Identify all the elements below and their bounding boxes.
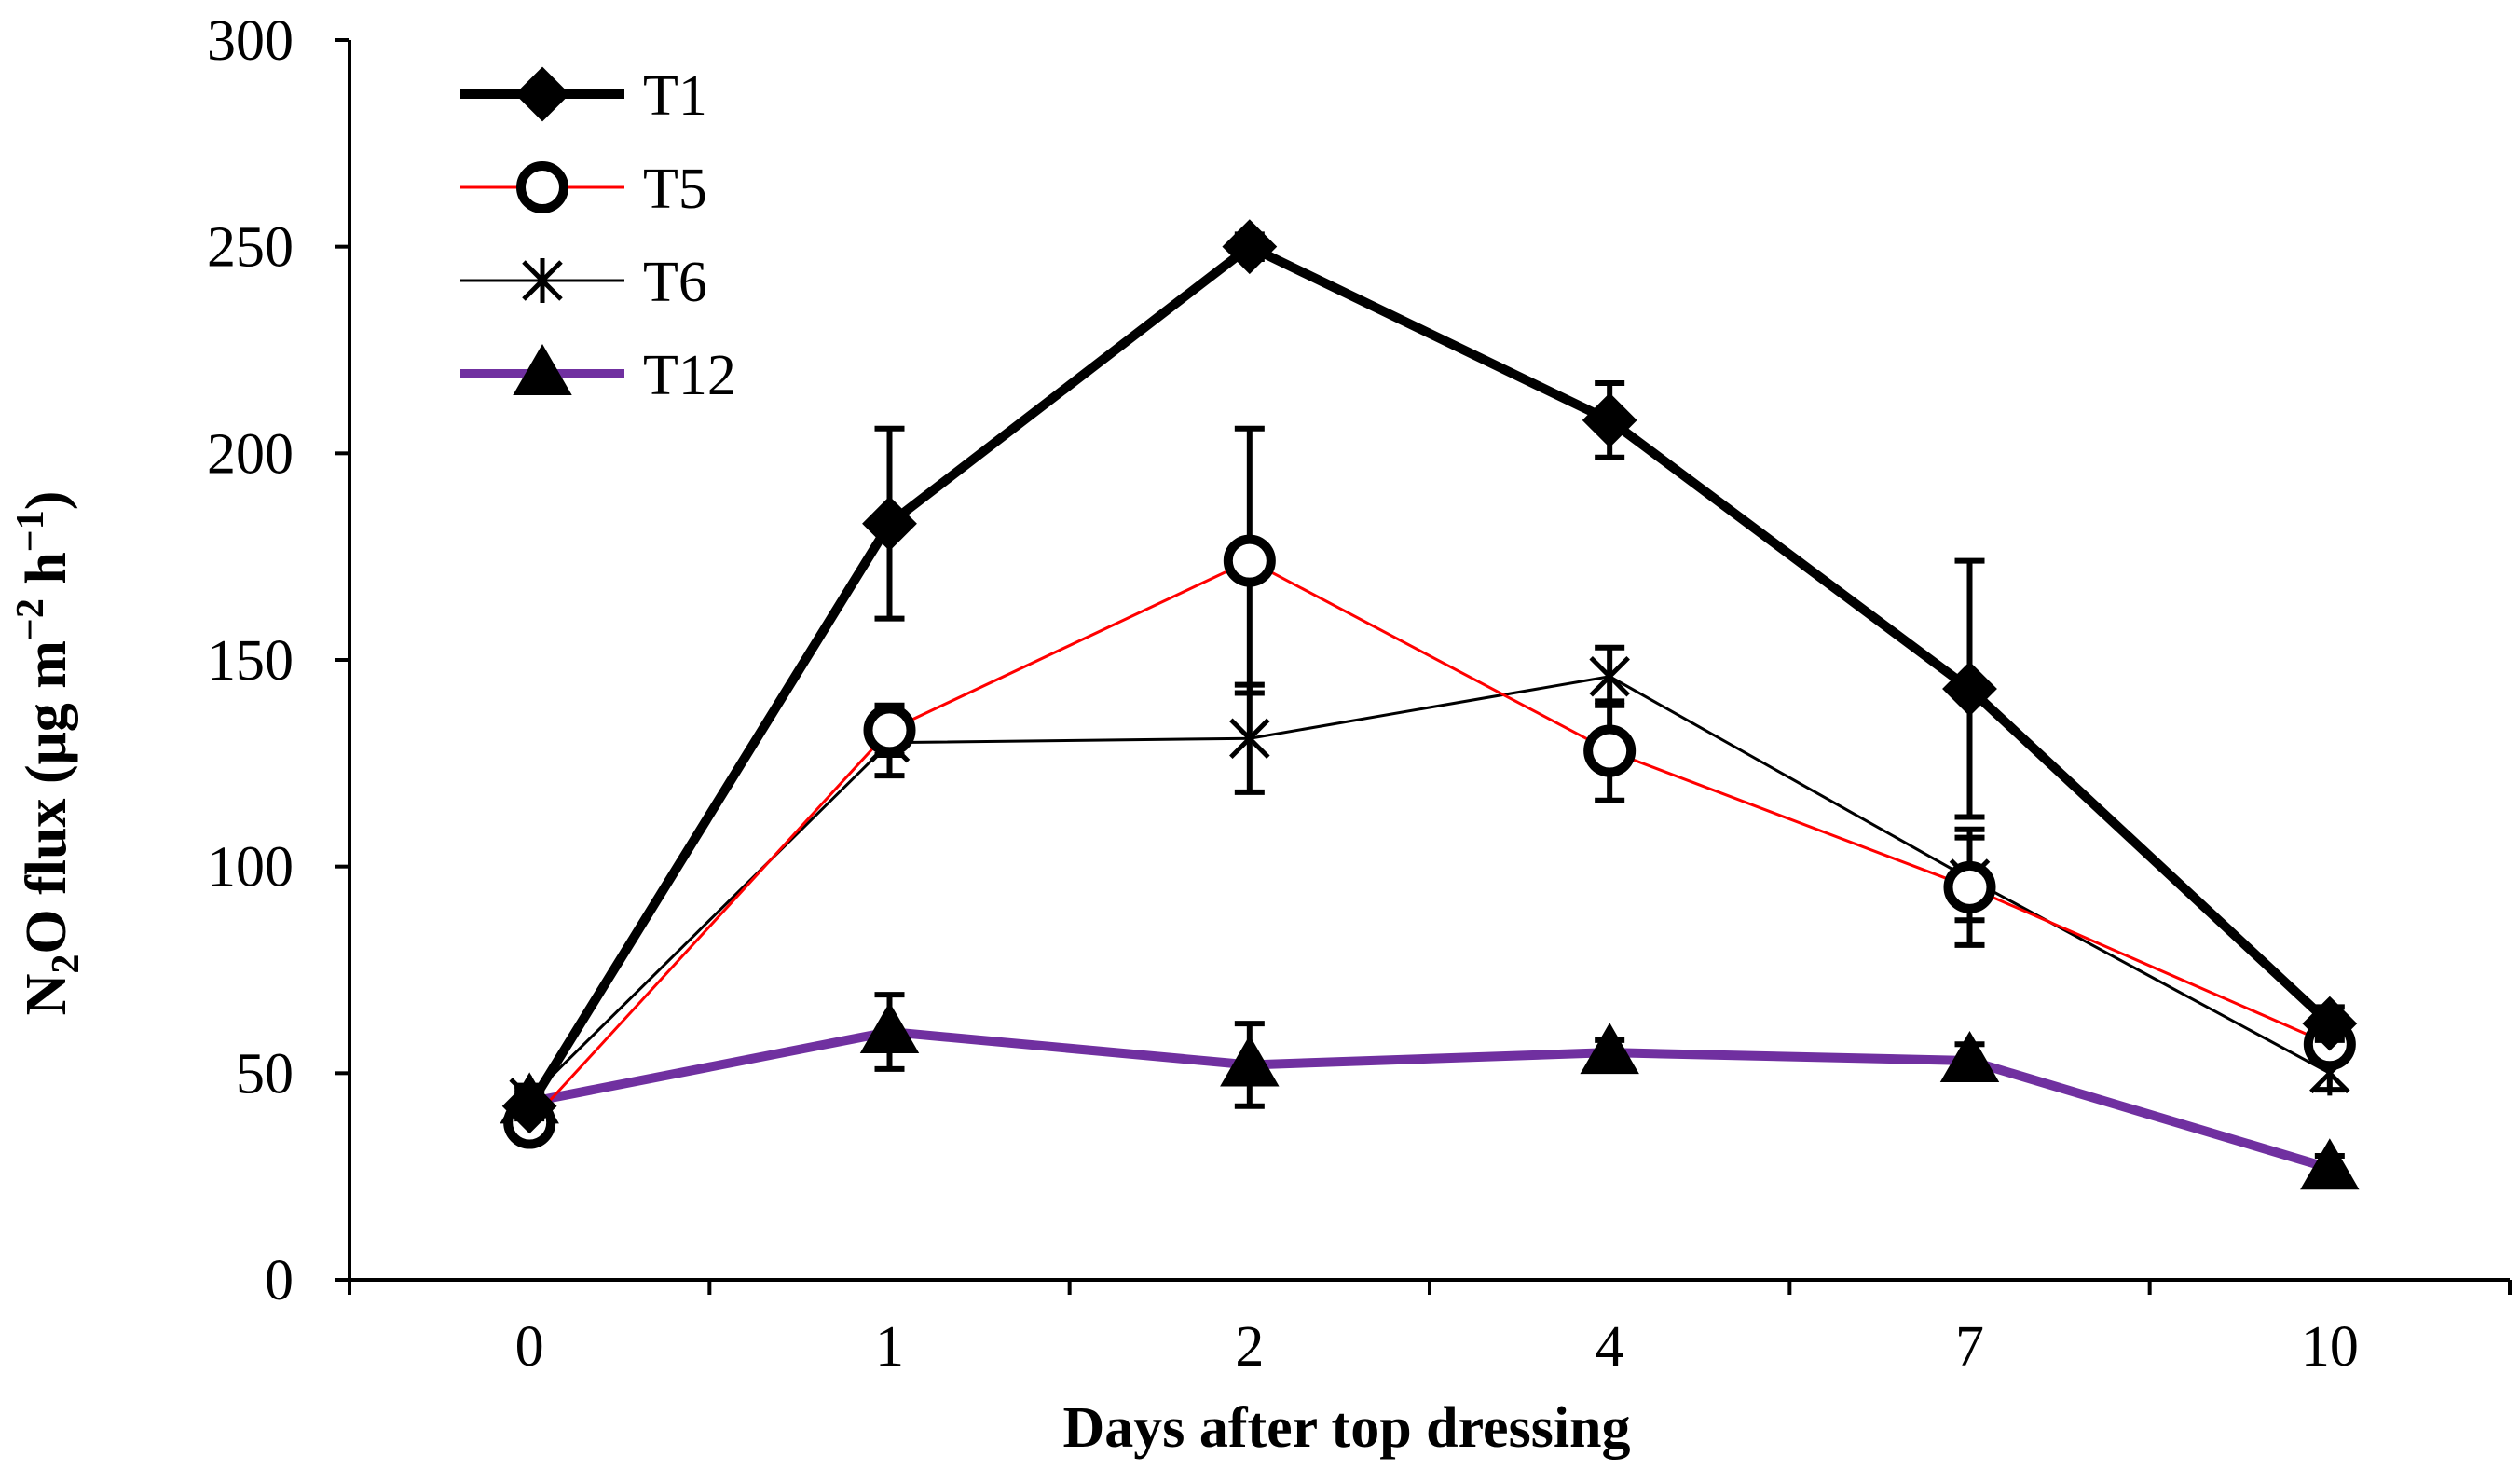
data-point <box>501 1078 557 1134</box>
legend-item-t5: T5 <box>460 158 707 221</box>
series-line-t6 <box>528 675 2331 1100</box>
x-tick-label: 2 <box>1235 1315 1264 1379</box>
circle-marker-shape <box>1223 534 1276 587</box>
diamond-marker-shape <box>1222 219 1278 275</box>
y-axis-title-sup1: −2 <box>9 598 52 640</box>
y-tick-label: 100 <box>207 836 294 899</box>
data-point <box>1220 1035 1280 1087</box>
legend-label: T12 <box>643 344 736 407</box>
y-axis-title-sub: 2 <box>45 954 88 974</box>
legend-item-t1: T1 <box>460 64 707 128</box>
y-axis-title-d: ) <box>15 491 78 511</box>
data-point <box>1583 724 1637 777</box>
x-axis-title: Days after top dressing <box>1062 1396 1630 1460</box>
circle-marker-shape <box>516 161 568 213</box>
y-tick-label: 50 <box>236 1042 294 1105</box>
data-point <box>1580 1023 1639 1075</box>
data-point <box>1582 392 1637 448</box>
legend-item-t12: T12 <box>460 343 736 407</box>
data-point <box>1229 716 1270 762</box>
y-axis-title-a: N <box>15 974 78 1016</box>
circle-marker-shape <box>1583 724 1637 777</box>
legend-label: T6 <box>643 251 707 314</box>
triangle-marker-shape <box>1220 1035 1280 1087</box>
x-tick-label: 4 <box>1596 1315 1624 1379</box>
x-tick-label: 1 <box>875 1315 904 1379</box>
legend-marker <box>516 161 568 213</box>
y-axis-title-sup2: −1 <box>9 510 52 552</box>
series-t12 <box>500 992 2360 1190</box>
data-point <box>1223 534 1276 587</box>
data-point <box>1943 860 1996 913</box>
y-axis-title: N2O flux (μg m−2 h−1) <box>9 491 88 1016</box>
series-line-t12 <box>528 1027 2332 1174</box>
axes: 0 50 100 150 200 250 300 0 1 2 4 7 10 <box>207 9 2512 1379</box>
x-tick-label: 10 <box>2301 1315 2359 1379</box>
y-tick-label: 150 <box>207 629 294 693</box>
diamond-marker-shape <box>1942 661 1997 717</box>
legend-marker <box>513 343 572 395</box>
plot-area <box>500 219 2360 1190</box>
data-point <box>859 1001 920 1053</box>
diamond-marker-shape <box>862 496 917 552</box>
legend: T1 T5 T6 T12 <box>460 64 736 407</box>
data-point <box>1222 219 1278 275</box>
x-tick-label: 0 <box>515 1315 544 1379</box>
legend-label: T1 <box>643 64 707 128</box>
legend-item-t6: T6 <box>460 251 707 314</box>
diamond-marker-shape <box>2302 996 2358 1051</box>
series-line-t5 <box>528 559 2331 1124</box>
triangle-marker-shape <box>2300 1138 2360 1190</box>
diamond-marker-shape <box>1582 392 1637 448</box>
triangle-marker-shape <box>1939 1031 2000 1083</box>
circle-marker-shape <box>1943 860 1996 913</box>
data-point <box>1939 1031 2000 1083</box>
series-t1 <box>501 219 2358 1134</box>
y-tick-label: 200 <box>207 422 294 486</box>
legend-label: T5 <box>643 158 707 221</box>
data-point <box>1589 653 1630 699</box>
data-point <box>2302 996 2358 1051</box>
y-tick-label: 250 <box>207 216 294 280</box>
data-point <box>863 704 916 757</box>
y-tick-label: 0 <box>265 1249 294 1312</box>
data-point <box>862 496 917 552</box>
y-axis-title-b: O flux (μg m <box>15 640 78 954</box>
diamond-marker-shape <box>514 66 570 122</box>
x-tick-label: 7 <box>1955 1315 1984 1379</box>
y-tick-label: 300 <box>207 9 294 73</box>
triangle-marker-shape <box>513 343 572 395</box>
data-point <box>2300 1138 2360 1190</box>
legend-marker <box>514 66 570 122</box>
y-axis-title-c: h <box>15 552 78 598</box>
circle-marker-shape <box>863 704 916 757</box>
series-line-t1 <box>525 241 2334 1109</box>
data-point <box>1942 661 1997 717</box>
triangle-marker-shape <box>1580 1023 1639 1075</box>
triangle-marker-shape <box>859 1001 920 1053</box>
legend-marker <box>522 258 563 303</box>
diamond-marker-shape <box>501 1078 557 1134</box>
